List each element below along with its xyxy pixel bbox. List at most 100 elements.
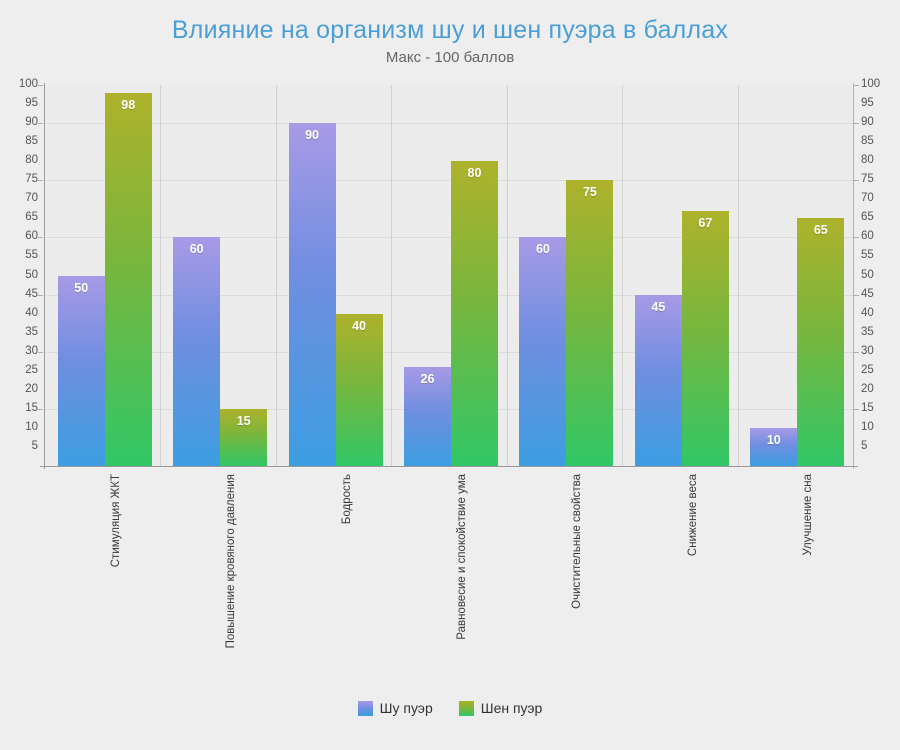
legend-item-shen[interactable]: Шен пуэр — [458, 700, 543, 716]
y-tick-label-left: 20 — [25, 382, 38, 395]
bar-value-label: 67 — [698, 215, 713, 230]
y-tick-mark-left — [38, 85, 43, 86]
y-tick-label-right: 5 — [861, 439, 868, 452]
bar-value-label: 75 — [582, 185, 597, 200]
bar-value-label: 10 — [766, 432, 781, 447]
y-tick-label-left: 15 — [25, 401, 38, 414]
x-category-label-5: Снижение веса — [686, 474, 699, 557]
y-tick-label-right: 65 — [861, 211, 874, 224]
y-tick-label-left: 100 — [18, 78, 38, 90]
chart-subtitle: Макс - 100 баллов — [385, 49, 515, 66]
gridline-v — [738, 85, 739, 466]
y-tick-mark-left — [38, 180, 43, 181]
y-tick-label-left: 30 — [25, 344, 38, 357]
y-tick-label-right: 55 — [861, 249, 874, 262]
y-tick-mark-right — [854, 180, 859, 181]
bar-value-label: 40 — [352, 318, 367, 333]
bar-shu-3[interactable]: 26 — [404, 366, 451, 466]
y-tick-mark-right — [854, 295, 859, 296]
legend-swatch-icon — [458, 700, 474, 716]
y-tick-label-left: 35 — [25, 325, 38, 338]
gridline-v — [622, 85, 623, 466]
y-tick-label-left: 60 — [25, 230, 38, 243]
bar-value-label: 80 — [467, 166, 482, 181]
bar-value-label: 90 — [305, 128, 320, 143]
y-tick-label-right: 45 — [861, 287, 874, 300]
bar-shen-6[interactable]: 65 — [797, 218, 845, 466]
gridline-h — [45, 180, 853, 182]
bar-value-label: 45 — [651, 299, 666, 314]
bar-shen-3[interactable]: 80 — [451, 161, 498, 466]
bar-shen-2[interactable]: 40 — [335, 313, 383, 466]
gridline-v — [160, 85, 161, 466]
y-tick-label-right: 100 — [861, 78, 881, 90]
y-axis-right-labels: 100 95 90 85 80 75 70 65 60 55 50 45 40 35 30 25 20 15 10 5 — [861, 0, 899, 750]
y-tick-label-left: 10 — [25, 420, 38, 433]
gridline-h — [45, 237, 853, 239]
y-tick-label-right: 85 — [861, 135, 874, 148]
gridline-h — [45, 123, 853, 125]
y-tick-mark-left — [38, 352, 43, 353]
y-tick-label-right: 35 — [861, 325, 874, 338]
y-tick-mark-right — [854, 352, 859, 353]
bar-shen-5[interactable]: 67 — [681, 210, 729, 466]
y-tick-label-right: 15 — [861, 401, 874, 414]
y-tick-label-left: 40 — [25, 306, 38, 319]
y-tick-label-right: 90 — [861, 116, 874, 129]
y-tick-mark-right — [854, 123, 859, 124]
bar-shen-1[interactable]: 15 — [220, 408, 268, 466]
bar-value-label: 26 — [420, 371, 435, 386]
y-tick-label-left: 70 — [25, 192, 38, 205]
y-tick-label-right: 10 — [861, 420, 874, 433]
x-category-label-2: Бодрость — [340, 474, 353, 525]
plot-area: 50 98 60 15 90 40 26 80 60 75 45 67 10 65 — [45, 85, 853, 466]
y-axis-left-line — [44, 83, 45, 469]
bar-shen-0[interactable]: 98 — [104, 92, 152, 466]
gridline-h — [45, 294, 853, 296]
y-tick-label-left: 95 — [25, 97, 38, 110]
gridline-v — [276, 85, 277, 466]
x-category-label-6: Улучшение сна — [802, 474, 815, 556]
bar-value-label: 15 — [236, 413, 251, 428]
bar-shu-2[interactable]: 90 — [288, 123, 336, 466]
y-tick-label-right: 60 — [861, 230, 874, 243]
y-tick-label-left: 55 — [25, 249, 38, 262]
gridline-v — [391, 85, 392, 466]
bar-value-label: 98 — [121, 97, 136, 112]
chart-legend: Шу пуэр Шен пуэр — [0, 700, 900, 716]
y-tick-label-left: 65 — [25, 211, 38, 224]
x-category-label-0: Стимуляция ЖКТ — [109, 474, 122, 568]
y-tick-label-left: 80 — [25, 154, 38, 167]
y-tick-label-right: 50 — [861, 268, 874, 281]
y-tick-label-right: 95 — [861, 97, 874, 110]
x-category-label-1: Повышение кровяного давления — [225, 474, 238, 649]
y-tick-label-left: 90 — [25, 116, 38, 129]
y-tick-label-right: 70 — [861, 192, 874, 205]
y-tick-label-left: 5 — [31, 439, 38, 452]
gridline-v — [507, 85, 508, 466]
bar-shu-6[interactable]: 10 — [750, 427, 798, 466]
y-tick-mark-right — [854, 85, 859, 86]
y-tick-label-right: 75 — [861, 173, 874, 186]
y-axis-left-labels: 100 95 90 85 80 75 70 65 60 55 50 45 40 35 30 25 20 15 10 5 — [0, 0, 38, 750]
bar-shu-1[interactable]: 60 — [173, 237, 221, 466]
bar-shu-0[interactable]: 50 — [57, 275, 105, 466]
bar-value-label: 65 — [813, 223, 828, 238]
y-tick-mark-left — [38, 237, 43, 238]
bar-shen-4[interactable]: 75 — [566, 180, 614, 466]
y-tick-label-right: 40 — [861, 306, 874, 319]
bar-shu-4[interactable]: 60 — [519, 237, 567, 466]
y-tick-mark-right — [854, 409, 859, 410]
bar-shu-5[interactable]: 45 — [634, 294, 682, 466]
y-tick-label-right: 25 — [861, 363, 874, 376]
y-tick-mark-left — [38, 295, 43, 296]
bar-value-label: 60 — [535, 242, 550, 257]
y-tick-mark-right — [854, 237, 859, 238]
legend-label: Шен пуэр — [480, 700, 543, 716]
y-axis-right-line — [853, 83, 854, 469]
y-tick-label-left: 85 — [25, 135, 38, 148]
x-category-label-4: Очистительные свойства — [571, 474, 584, 609]
y-tick-label-left: 50 — [25, 268, 38, 281]
legend-item-shu[interactable]: Шу пуэр — [357, 700, 433, 716]
y-tick-label-left: 75 — [25, 173, 38, 186]
